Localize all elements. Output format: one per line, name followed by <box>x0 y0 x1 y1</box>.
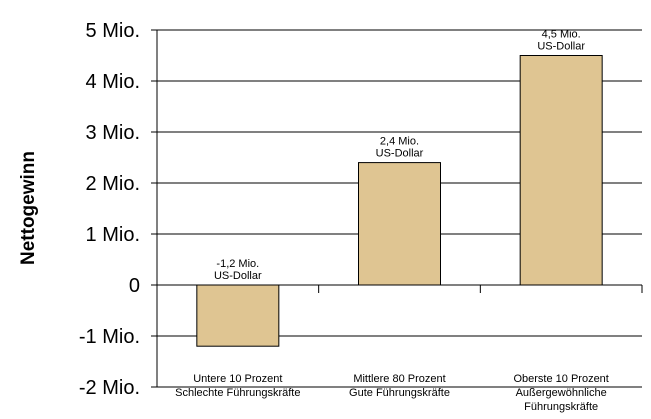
y-tick-label: 2 Mio. <box>86 173 140 195</box>
data-label: US-Dollar <box>376 148 424 160</box>
bar <box>358 162 441 286</box>
y-tick-label: -2 Mio. <box>79 377 140 399</box>
y-tick-label: 5 Mio. <box>86 20 140 42</box>
data-label: US-Dollar <box>214 270 262 282</box>
data-label: 2,4 Mio. <box>380 136 419 148</box>
y-tick-label: 1 Mio. <box>86 224 140 246</box>
category-labels: Untere 10 Prozent Schlechte Führungskräft… <box>175 373 609 413</box>
axes <box>156 30 643 387</box>
category-label: Oberste 10 Prozent <box>513 373 608 385</box>
category-label: Schlechte Führungskräfte <box>175 387 300 399</box>
category-label: Gute Führungskräfte <box>349 387 450 399</box>
y-tick-label: 0 <box>129 275 140 297</box>
bar <box>519 55 603 286</box>
data-label: -1,2 Mio. <box>216 258 259 270</box>
y-tick-label: -1 Mio. <box>79 326 140 348</box>
y-tick-label: 4 Mio. <box>86 71 140 93</box>
y-axis-label: Nettogewinn <box>18 151 39 265</box>
bar <box>196 284 280 347</box>
category-label: Mittlere 80 Prozent <box>353 373 445 385</box>
category-label: Untere 10 Prozent <box>193 373 282 385</box>
category-label: Führungskräfte <box>524 401 598 413</box>
bars <box>196 55 603 347</box>
category-label: Außergewöhnliche <box>516 387 607 399</box>
data-label: US-Dollar <box>537 41 585 53</box>
data-label: 4,5 Mio. <box>542 29 581 41</box>
y-tick-labels: 5 Mio. 4 Mio. 3 Mio. 2 Mio. 1 Mio. 0 -1 Mio. -2… <box>79 20 140 399</box>
y-tick-label: 3 Mio. <box>86 122 140 144</box>
